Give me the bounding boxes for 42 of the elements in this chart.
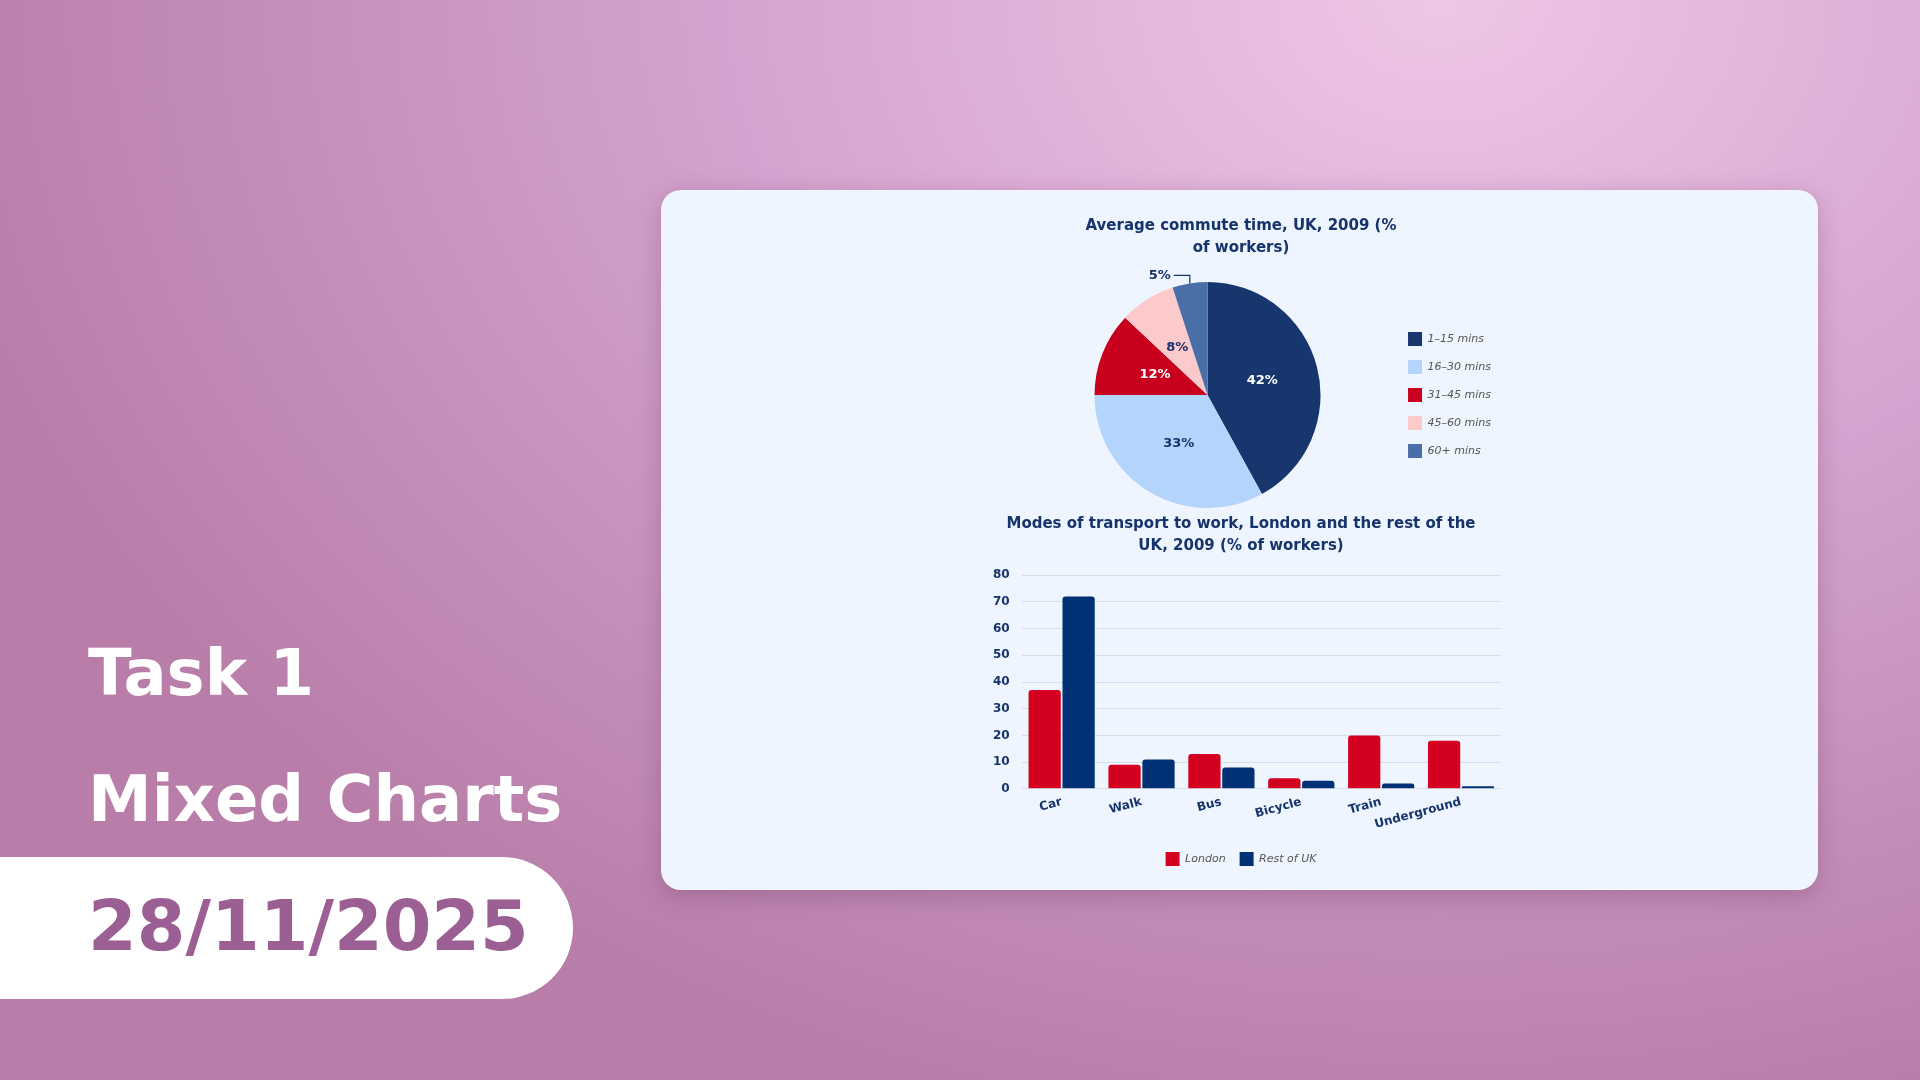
legend-label: London — [1185, 851, 1226, 865]
data-label: 12% — [1139, 365, 1171, 381]
bar — [1348, 735, 1381, 789]
text: Task 1 — [88, 636, 315, 710]
chart-title: Average commute time, UK, 2009 (% of workers) — [1084, 215, 1398, 258]
legend-label: Rest of UK — [1259, 851, 1318, 865]
text: Mixed Charts — [88, 762, 563, 836]
x-tick-label: Bus — [1195, 794, 1223, 815]
data-label: 33% — [1163, 435, 1195, 451]
bar — [1028, 690, 1061, 789]
y-tick-label: 70 — [993, 594, 1010, 609]
x-tick-label: Bicycle — [1253, 794, 1303, 821]
y-tick-label: 20 — [993, 727, 1010, 742]
bar — [1382, 783, 1415, 789]
legend-label: 45–60 mins — [1427, 415, 1492, 429]
y-tick-label: 40 — [993, 674, 1010, 689]
legend-label: 60+ mins — [1427, 443, 1481, 457]
bar — [1062, 596, 1095, 789]
bar — [1268, 778, 1301, 789]
y-tick-label: 60 — [993, 620, 1010, 635]
legend-label: 1–15 mins — [1427, 331, 1485, 345]
bar — [1461, 786, 1495, 789]
bar — [1108, 764, 1141, 789]
bar — [1427, 740, 1461, 789]
chart-title: Modes of transport to work, London and the rest of the UK, 2009 (% of workers) — [1005, 513, 1477, 556]
y-tick-label: 30 — [993, 700, 1010, 715]
legend-label: 16–30 mins — [1427, 359, 1492, 373]
bar — [1222, 767, 1255, 789]
y-tick-label: 10 — [993, 754, 1010, 769]
y-tick-label: 80 — [993, 567, 1010, 582]
legend-label: 31–45 mins — [1427, 387, 1492, 401]
text: 28/11/2025 — [88, 885, 529, 967]
y-tick-label: 0 — [1001, 780, 1010, 795]
x-tick-label: Walk — [1107, 793, 1145, 817]
data-label: 5% — [1148, 266, 1171, 282]
bar — [1302, 780, 1335, 789]
bar — [1142, 759, 1175, 789]
data-label: 42% — [1246, 372, 1278, 388]
y-tick-label: 50 — [993, 647, 1010, 662]
data-label: 8% — [1166, 338, 1189, 354]
bar — [1188, 754, 1221, 789]
x-tick-label: Car — [1037, 794, 1064, 814]
